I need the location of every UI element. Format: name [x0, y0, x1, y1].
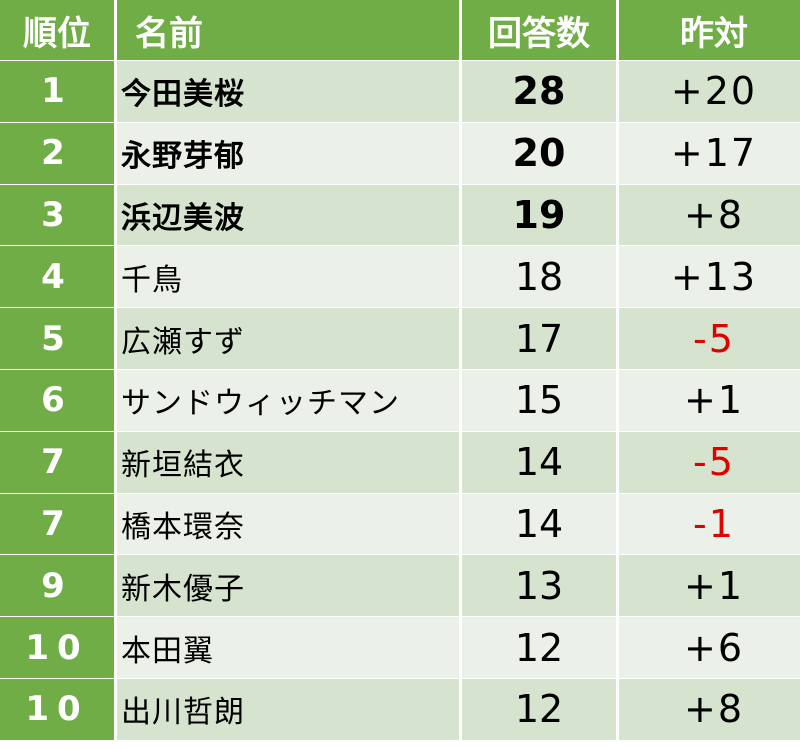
- answers-cell: 28: [462, 61, 616, 122]
- answers-cell: 17: [462, 308, 616, 369]
- name-cell: 千鳥: [117, 246, 459, 308]
- header-answers: 回答数: [462, 0, 616, 60]
- change-cell: -1: [619, 493, 800, 555]
- name-cell: 本田翼: [117, 617, 459, 678]
- name-cell: 永野芽郁: [117, 122, 459, 184]
- answers-cell: 20: [462, 122, 616, 184]
- answers-cell: 12: [462, 678, 616, 740]
- name-cell: 今田美桜: [117, 61, 459, 122]
- name-cell: 新垣結衣: [117, 431, 459, 493]
- change-cell: +8: [619, 678, 800, 740]
- rank-cell: 7: [0, 493, 114, 555]
- rank-cell: 2: [0, 122, 114, 184]
- answers-cell: 15: [462, 369, 616, 431]
- change-cell: +6: [619, 617, 800, 678]
- change-cell: +1: [619, 369, 800, 431]
- answers-cell: 14: [462, 431, 616, 493]
- name-cell: 新木優子: [117, 555, 459, 617]
- name-cell: 浜辺美波: [117, 184, 459, 246]
- name-cell: 広瀬すず: [117, 308, 459, 369]
- header-rank: 順位: [0, 0, 114, 60]
- header-name: 名前: [117, 0, 459, 60]
- change-cell: +17: [619, 122, 800, 184]
- answers-cell: 12: [462, 617, 616, 678]
- rank-cell: 6: [0, 369, 114, 431]
- answers-cell: 13: [462, 555, 616, 617]
- answers-cell: 14: [462, 493, 616, 555]
- rank-cell: 4: [0, 246, 114, 308]
- rank-cell: 10: [0, 617, 114, 678]
- rank-cell: 5: [0, 308, 114, 369]
- name-cell: 出川哲朗: [117, 678, 459, 740]
- name-cell: サンドウィッチマン: [117, 369, 459, 431]
- rank-cell: 1: [0, 61, 114, 122]
- change-cell: +20: [619, 61, 800, 122]
- header-change: 昨対: [619, 0, 800, 60]
- rank-cell: 9: [0, 555, 114, 617]
- change-cell: +8: [619, 184, 800, 246]
- change-cell: +13: [619, 246, 800, 308]
- change-cell: -5: [619, 431, 800, 493]
- change-cell: -5: [619, 308, 800, 369]
- rank-cell: 3: [0, 184, 114, 246]
- name-cell: 橋本環奈: [117, 493, 459, 555]
- rank-cell: 7: [0, 431, 114, 493]
- answers-cell: 19: [462, 184, 616, 246]
- rank-cell: 10: [0, 678, 114, 740]
- answers-cell: 18: [462, 246, 616, 308]
- change-cell: +1: [619, 555, 800, 617]
